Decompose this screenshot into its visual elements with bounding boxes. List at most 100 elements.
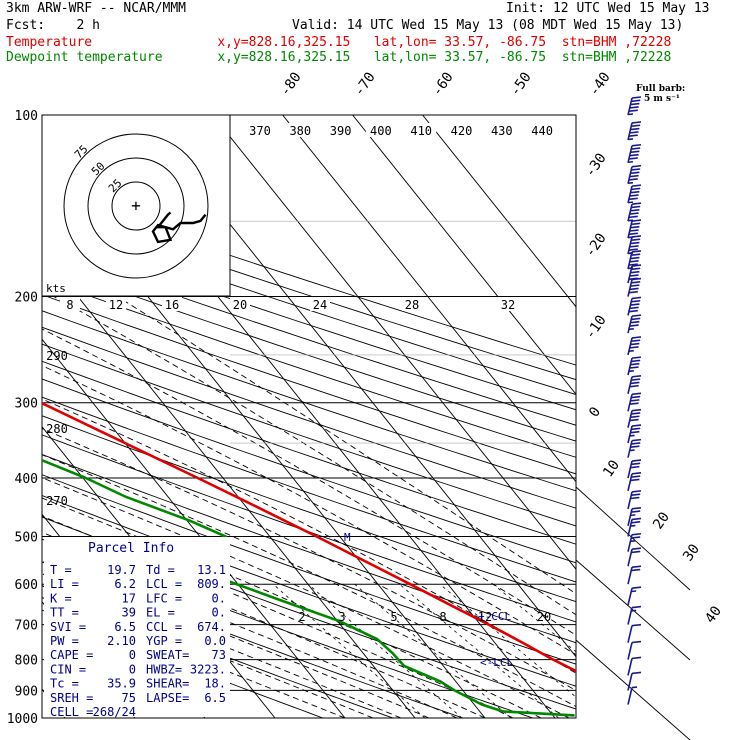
wind-barb-half-flag xyxy=(629,449,635,452)
isotherm-line xyxy=(42,251,416,718)
wind-barb xyxy=(627,565,642,585)
forecast-hour: Fcst: 2 h xyxy=(6,18,100,33)
wind-barb-flag xyxy=(630,496,640,500)
moist-adiabat-line xyxy=(42,585,374,718)
wind-barb-flag xyxy=(630,270,640,274)
hodograph-ring xyxy=(87,157,185,255)
wind-barb-flag xyxy=(629,106,639,109)
pressure-tick-label: 900 xyxy=(15,684,38,699)
wind-barb-flag xyxy=(630,430,640,434)
wind-barb-half-flag xyxy=(627,138,634,141)
wind-barb-flag xyxy=(631,238,641,242)
wind-barb xyxy=(627,296,642,316)
pressure-tick-label: 300 xyxy=(15,397,38,412)
wind-barb-flag xyxy=(631,267,641,271)
dry-adiabat-line xyxy=(42,326,576,509)
wind-barb-flag xyxy=(628,232,638,236)
dry-adiabat-line xyxy=(42,415,576,603)
wind-barb-flag xyxy=(631,424,642,427)
parcel-info-label: K = xyxy=(50,591,72,605)
wind-barb-flag xyxy=(631,96,642,99)
mixing-ratio-label-bg xyxy=(310,297,330,311)
dry-adiabat-line xyxy=(42,294,576,475)
pressure-tick-label: 500 xyxy=(15,530,38,545)
wind-barb-flag xyxy=(631,568,641,572)
theta-label: 420 xyxy=(451,124,473,138)
wind-barb-flag xyxy=(631,462,641,466)
isotherm-line xyxy=(282,115,576,483)
wind-barb-flag xyxy=(630,102,640,106)
wind-barb-flag xyxy=(630,127,640,131)
wind-barb-flag xyxy=(631,565,642,569)
mixing-ratio-label: 3 xyxy=(338,610,345,624)
wind-barb-flag xyxy=(631,121,642,124)
wind-barb-flag xyxy=(629,260,639,263)
wind-barb-flag xyxy=(631,459,642,462)
isotherm-label: 30 xyxy=(680,541,703,564)
parcel-info-value: 6.5 xyxy=(114,620,136,634)
mixing-ratio-label-bg xyxy=(106,297,126,311)
wind-barb xyxy=(627,314,642,334)
theta-label-bg xyxy=(486,123,517,137)
wind-barb xyxy=(627,202,642,222)
wind-barb-flag xyxy=(631,359,641,363)
wind-barb-flag xyxy=(630,208,640,212)
parcel-info-label: Td = xyxy=(146,563,175,577)
wind-barb xyxy=(627,392,642,412)
wind-barb xyxy=(627,96,642,116)
parcel-info-label: HWBZ= xyxy=(146,662,182,676)
wind-barb-flag xyxy=(630,320,640,324)
wind-barb-flag xyxy=(631,506,642,510)
mixing-ratio-label: 20 xyxy=(233,298,247,312)
wind-barb xyxy=(627,184,642,204)
wind-barb-flag xyxy=(630,381,640,385)
wind-barb-flag xyxy=(631,187,641,191)
parcel-info-label: SWEAT= xyxy=(146,648,189,662)
isotherm-label: -80 xyxy=(277,69,305,99)
wind-barb-flag xyxy=(631,427,641,431)
moist-adiabat-line xyxy=(42,546,458,718)
parcel-info-label: T = xyxy=(50,563,72,577)
pressure-tick-label: 400 xyxy=(15,472,38,487)
parcel-info-label: CELL = xyxy=(50,705,93,719)
isotherm-label: 0 xyxy=(586,404,604,420)
plot-frame xyxy=(41,114,577,719)
pressure-tick-label: 600 xyxy=(15,578,38,593)
wind-barb xyxy=(627,235,642,255)
isotherm-label: 20 xyxy=(650,509,673,532)
parcel-info-value: 674. xyxy=(197,620,226,634)
parcel-info-value: 0. xyxy=(212,591,226,605)
theta-label-bg xyxy=(245,123,275,137)
wind-barb-flag xyxy=(631,339,641,343)
parcel-info-label: LI = xyxy=(50,577,79,591)
wind-barb xyxy=(627,219,642,239)
parcel-info-label: SREH = xyxy=(50,691,93,705)
wind-barb-flag xyxy=(631,336,642,339)
wind-barb-flag xyxy=(630,241,640,245)
wind-barb xyxy=(627,671,642,691)
hodograph-box xyxy=(41,114,231,297)
wind-barb-flag xyxy=(630,225,640,229)
dry-adiabat-line xyxy=(42,561,464,718)
wind-barb-flag xyxy=(631,356,642,359)
wind-barb xyxy=(627,164,642,185)
wind-barb-flag xyxy=(630,256,640,260)
parcel-info-value: 75 xyxy=(122,691,136,705)
wind-barb xyxy=(627,686,638,705)
wind-barb-flag xyxy=(631,299,641,303)
wind-barb-flag xyxy=(629,306,639,310)
wind-barb-flag xyxy=(631,442,641,445)
wind-barb-flag xyxy=(630,303,640,306)
dry-adiabat-line xyxy=(42,396,576,583)
wind-barb-flag xyxy=(631,517,642,521)
wind-barb-flag xyxy=(631,472,642,475)
isotherm-label: 10 xyxy=(600,457,623,480)
wind-barb-half-flag xyxy=(627,201,634,204)
wind-barb-flag xyxy=(630,399,640,402)
wind-barb-flag xyxy=(631,317,641,321)
wind-barb-flag xyxy=(629,194,639,197)
wind-barb-flag xyxy=(631,375,642,378)
mixing-ratio-label: 8 xyxy=(439,610,446,624)
wind-barb-flag xyxy=(629,274,639,277)
wind-barb-flag xyxy=(628,134,638,137)
